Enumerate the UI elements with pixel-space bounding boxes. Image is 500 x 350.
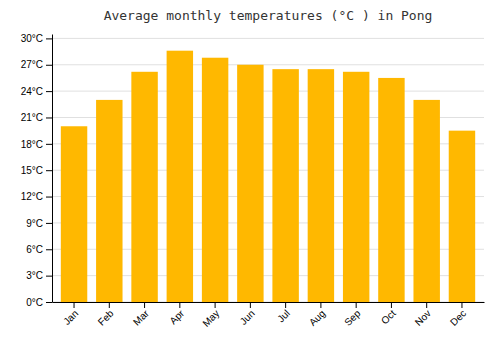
y-tick: 3°C (26, 270, 52, 281)
x-tick-mark (179, 302, 180, 308)
y-axis-line (52, 35, 53, 303)
x-tick-mark (109, 302, 110, 308)
bar (202, 58, 228, 302)
x-tick: Apr (167, 302, 186, 326)
bar (61, 126, 87, 302)
x-tick: Feb (96, 302, 116, 328)
x-tick-mark (320, 302, 321, 308)
y-tick-mark (46, 38, 52, 39)
y-tick-label: 9°C (26, 218, 43, 229)
x-tick: Nov (413, 302, 433, 328)
grid-line (52, 64, 484, 65)
y-tick-label: 27°C (21, 59, 43, 70)
x-tick-mark (144, 302, 145, 308)
x-tick-label: Aug (307, 308, 327, 328)
y-tick-label: 6°C (26, 244, 43, 255)
x-tick-label: Dec (448, 308, 468, 328)
bars (61, 51, 475, 302)
bar (131, 72, 157, 302)
grid-line (52, 91, 484, 92)
grid (52, 38, 484, 302)
x-tick: Dec (448, 302, 468, 328)
x-tick-mark (426, 302, 427, 308)
y-tick-label: 15°C (21, 165, 43, 176)
title: Average monthly temperatures (°C ) in Po… (104, 8, 433, 23)
y-tick-mark (46, 276, 52, 277)
y-tick-mark (46, 197, 52, 198)
y-tick: 12°C (21, 191, 52, 202)
y-tick: 24°C (21, 86, 52, 97)
bar (449, 131, 475, 302)
y-tick-mark (46, 65, 52, 66)
y-tick-mark (46, 302, 52, 303)
x-tick-label: Mar (131, 307, 151, 327)
x-tick-mark (74, 302, 75, 308)
x-tick: Jul (275, 302, 292, 324)
y-tick-label: 0°C (26, 297, 43, 308)
x-tick-label: Jun (238, 308, 257, 327)
x-tick-label: Feb (96, 307, 116, 327)
y-tick-mark (46, 91, 52, 92)
x-tick-mark (250, 302, 251, 308)
x-tick-label: Jan (61, 308, 80, 327)
y-tick-label: 12°C (21, 191, 43, 202)
plot: Jan Feb Mar Apr May Jun Jul Aug Sep Oct Nov Dec 0°C 3… (21, 33, 485, 329)
y-tick-mark (46, 144, 52, 145)
grid-line (52, 38, 484, 39)
x-tick: May (200, 302, 221, 329)
bar (378, 78, 404, 302)
bar (343, 72, 369, 302)
y-tick-mark (46, 170, 52, 171)
x-tick: Oct (379, 302, 398, 326)
y-tick: 21°C (21, 112, 52, 123)
x-tick: Sep (342, 302, 363, 328)
y-tick: 0°C (26, 297, 52, 308)
chart-svg: Jan Feb Mar Apr May Jun Jul Aug Sep Oct Nov Dec 0°C 3… (0, 0, 500, 350)
bar (308, 69, 334, 302)
y-tick-mark (46, 117, 52, 118)
y-tick: 18°C (21, 139, 52, 150)
bar (96, 100, 122, 302)
x-tick-label: Oct (379, 308, 398, 327)
bar (413, 100, 439, 302)
y-tick-label: 24°C (21, 86, 43, 97)
y-tick: 30°C (21, 33, 52, 44)
x-tick-mark (461, 302, 462, 308)
x-tick: Jun (238, 302, 257, 327)
y-tick: 15°C (21, 165, 52, 176)
x-tick-mark (285, 302, 286, 308)
y-tick: 27°C (21, 59, 52, 70)
x-tick: Mar (131, 302, 151, 328)
x-tick-label: Apr (167, 307, 186, 326)
x-tick-label: Sep (342, 307, 363, 328)
bar (167, 51, 193, 302)
x-tick-label: Jul (275, 308, 292, 325)
chart-container: Jan Feb Mar Apr May Jun Jul Aug Sep Oct Nov Dec 0°C 3… (0, 0, 500, 350)
y-tick-mark (46, 223, 52, 224)
x-tick-mark (391, 302, 392, 308)
x-tick-label: May (200, 308, 221, 329)
x-tick-mark (356, 302, 357, 308)
x-tick-mark (215, 302, 216, 308)
y-tick-label: 30°C (21, 33, 43, 44)
y-tick-label: 21°C (21, 112, 43, 123)
x-tick: Aug (307, 302, 327, 328)
y-tick: 6°C (26, 244, 52, 255)
y-tick: 9°C (26, 218, 52, 229)
y-tick-label: 3°C (26, 270, 43, 281)
x-axis-line (53, 302, 485, 303)
x-tick: Jan (61, 302, 80, 327)
y-tick-mark (46, 249, 52, 250)
bar (272, 69, 298, 302)
y-tick-label: 18°C (21, 139, 43, 150)
y-axis: 0°C 3°C 6°C 9°C 12°C 15°C 18°C 21°C 24°C 27°C 30°C (21, 33, 53, 308)
x-axis: Jan Feb Mar Apr May Jun Jul Aug Sep Oct Nov Dec (53, 302, 485, 329)
bar (237, 65, 263, 302)
x-tick-label: Nov (413, 308, 433, 328)
